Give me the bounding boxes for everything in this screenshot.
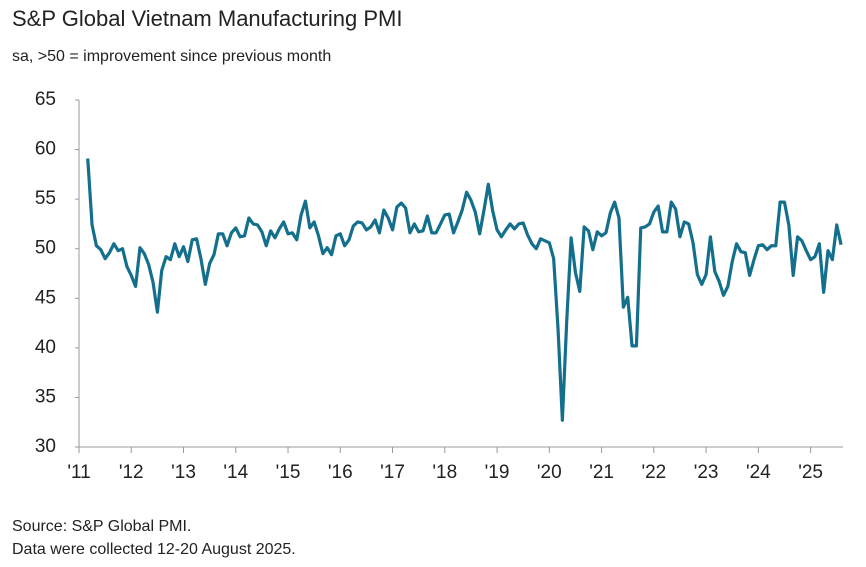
- x-tick-label: '23: [694, 462, 719, 483]
- y-tick-label: 60: [35, 139, 56, 160]
- x-tick-label: '22: [641, 462, 666, 483]
- x-tick-label: '12: [119, 462, 144, 483]
- x-tick-label: '11: [67, 462, 90, 483]
- y-tick-label: 40: [35, 337, 56, 358]
- x-tick-label: '19: [485, 462, 510, 483]
- x-tick-label: '17: [380, 462, 405, 483]
- line-series: [86, 158, 843, 422]
- y-tick-label: 55: [35, 188, 56, 209]
- x-tick-label: '14: [223, 462, 248, 483]
- x-tick-label: '15: [276, 462, 301, 483]
- x-tick-label: '18: [432, 462, 457, 483]
- note: Data were collected 12-20 August 2025.: [12, 541, 296, 558]
- y-tick-label: 35: [35, 386, 56, 407]
- chart-title: S&P Global Vietnam Manufacturing PMI: [12, 6, 403, 31]
- y-tick-label: 30: [35, 436, 56, 457]
- y-tick-label: 65: [35, 89, 56, 110]
- x-tick-label: '13: [171, 462, 196, 483]
- x-tick-label: '20: [537, 462, 562, 483]
- y-tick-label: 45: [35, 287, 56, 308]
- x-tick-label: '24: [746, 462, 771, 483]
- x-tick-label: '21: [589, 462, 614, 483]
- x-tick-label: '16: [328, 462, 353, 483]
- chart-subtitle: sa, >50 = improvement since previous mon…: [12, 48, 331, 65]
- x-tick-label: '25: [798, 462, 823, 483]
- y-tick-label: 50: [35, 238, 56, 259]
- source: Source: S&P Global PMI.: [12, 518, 191, 535]
